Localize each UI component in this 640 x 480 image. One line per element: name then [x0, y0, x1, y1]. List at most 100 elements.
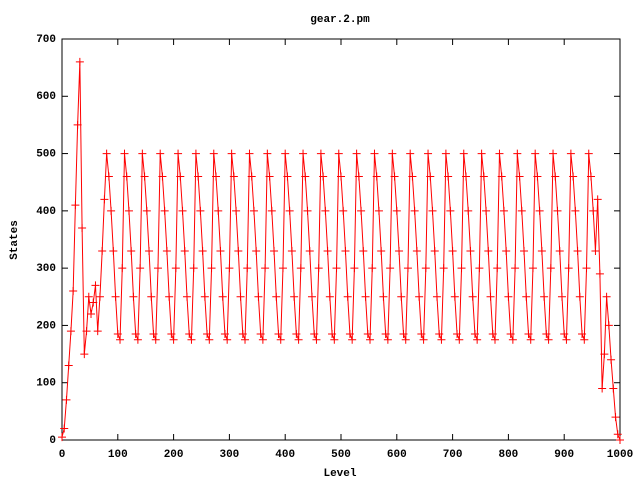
point — [276, 335, 285, 344]
point — [111, 292, 120, 301]
point — [149, 330, 158, 339]
point — [370, 149, 379, 158]
point — [78, 224, 87, 233]
point — [444, 172, 453, 181]
point — [254, 292, 263, 301]
point — [73, 120, 82, 129]
point — [274, 330, 283, 339]
point — [450, 292, 459, 301]
point — [196, 206, 205, 215]
point — [216, 246, 225, 255]
point — [323, 246, 332, 255]
point — [296, 264, 305, 273]
point — [116, 335, 125, 344]
point — [174, 149, 183, 158]
point — [495, 149, 504, 158]
point — [470, 330, 479, 339]
y-tick-label: 700 — [36, 34, 56, 46]
point — [537, 246, 546, 255]
x-tick-label: 700 — [443, 449, 463, 461]
point — [542, 330, 551, 339]
point — [437, 335, 446, 344]
point — [578, 330, 587, 339]
point — [227, 149, 236, 158]
point — [75, 57, 84, 66]
point — [482, 206, 491, 215]
point — [379, 292, 388, 301]
plot-frame — [61, 38, 621, 441]
point — [243, 264, 252, 273]
x-tick-label: 400 — [275, 449, 295, 461]
point — [156, 149, 165, 158]
point — [595, 269, 604, 278]
point — [609, 384, 618, 393]
point — [58, 433, 66, 442]
point — [464, 206, 473, 215]
point — [194, 172, 203, 181]
point — [118, 264, 127, 273]
y-tick-label: 0 — [49, 435, 56, 447]
point — [511, 264, 520, 273]
point — [354, 172, 363, 181]
point — [102, 149, 111, 158]
point — [607, 355, 616, 364]
x-tick-label: 200 — [164, 449, 184, 461]
point — [589, 206, 598, 215]
point — [526, 335, 535, 344]
point — [591, 246, 600, 255]
point — [571, 206, 580, 215]
point — [207, 264, 216, 273]
point — [158, 172, 167, 181]
point — [270, 246, 279, 255]
point — [229, 172, 238, 181]
point — [272, 292, 281, 301]
y-axis-label: States — [9, 220, 21, 260]
point — [504, 292, 513, 301]
y-tick-label: 200 — [36, 320, 56, 332]
point — [178, 206, 187, 215]
point — [80, 350, 89, 359]
point — [93, 327, 102, 336]
point — [421, 264, 430, 273]
point — [580, 335, 589, 344]
point — [189, 264, 198, 273]
point — [187, 335, 196, 344]
point — [122, 172, 131, 181]
y-tick-label: 100 — [36, 378, 56, 390]
point — [531, 149, 540, 158]
point — [95, 292, 104, 301]
point — [294, 335, 303, 344]
x-tick-label: 300 — [219, 449, 239, 461]
point — [368, 264, 377, 273]
point — [392, 206, 401, 215]
point — [457, 264, 466, 273]
point — [113, 330, 122, 339]
point — [299, 149, 308, 158]
point — [520, 246, 529, 255]
point — [560, 330, 569, 339]
point — [557, 292, 566, 301]
point — [223, 335, 232, 344]
point — [245, 149, 254, 158]
point — [234, 246, 243, 255]
point — [145, 246, 154, 255]
point — [133, 335, 142, 344]
point — [220, 330, 229, 339]
point — [586, 172, 595, 181]
point — [180, 246, 189, 255]
point — [383, 335, 392, 344]
point — [225, 264, 234, 273]
point — [466, 246, 475, 255]
point — [435, 330, 444, 339]
point — [247, 172, 256, 181]
point — [611, 413, 620, 422]
point — [506, 330, 515, 339]
point — [403, 264, 412, 273]
point — [165, 292, 174, 301]
point — [290, 292, 299, 301]
point — [593, 195, 602, 204]
point — [555, 246, 564, 255]
point — [69, 287, 78, 296]
point — [256, 330, 265, 339]
point — [499, 206, 508, 215]
